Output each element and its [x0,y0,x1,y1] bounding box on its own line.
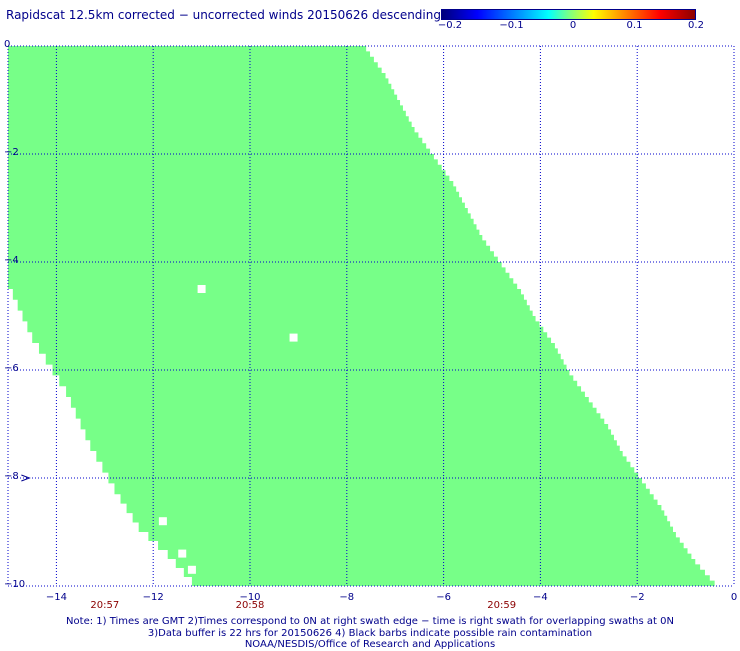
data-gap-cell [197,285,206,293]
x-tick-label: −6 [436,592,451,603]
y-tick-label: 0 [4,39,11,50]
colorbar [441,9,696,20]
data-gap-cell [178,549,187,558]
time-label: 20:58 [235,600,265,611]
colorbar-tick-label: 0.1 [626,20,643,31]
grid-layer [7,45,735,587]
time-label: 20:59 [487,600,517,611]
swath-area [8,46,720,586]
time-label: 20:57 [90,600,120,611]
x-tick-label: −14 [45,592,67,603]
footer-notes: Note: 1) Times are GMT 2)Times correspon… [0,616,740,651]
y-tick-label: −10 [4,579,26,590]
note-line-2: 3)Data buffer is 22 hrs for 20150626 4) … [147,627,593,639]
x-tick-label: −4 [533,592,548,603]
note-line-3: NOAA/NESDIS/Office of Research and Appli… [244,639,496,650]
x-tick-label: −12 [142,592,164,603]
y-tick-label: −4 [4,255,19,266]
colorbar-tick-label: 0.2 [688,20,704,31]
colorbar-tick-label: 0 [569,20,577,31]
rain-flag-barb [21,474,31,482]
y-tick-label: −6 [4,363,19,374]
x-tick-label: −8 [339,592,355,603]
y-tick-label: −2 [4,147,19,158]
swath-layer [8,46,720,586]
x-tick-label: −2 [629,592,645,603]
note-line-1: Note: 1) Times are GMT 2)Times correspon… [66,616,674,627]
x-tick-label: −10 [239,592,261,603]
data-gap-cell [289,333,298,342]
colorbar-tick-label: −0.2 [437,20,463,31]
chart-title: Rapidscat 12.5km corrected − uncorrected… [6,8,441,22]
data-gap-cell [158,517,167,526]
data-gap-cell [187,565,196,574]
y-tick-label: −8 [4,471,19,482]
colorbar-tick-label: −0.1 [499,20,524,31]
x-tick-label: 0 [730,592,738,603]
